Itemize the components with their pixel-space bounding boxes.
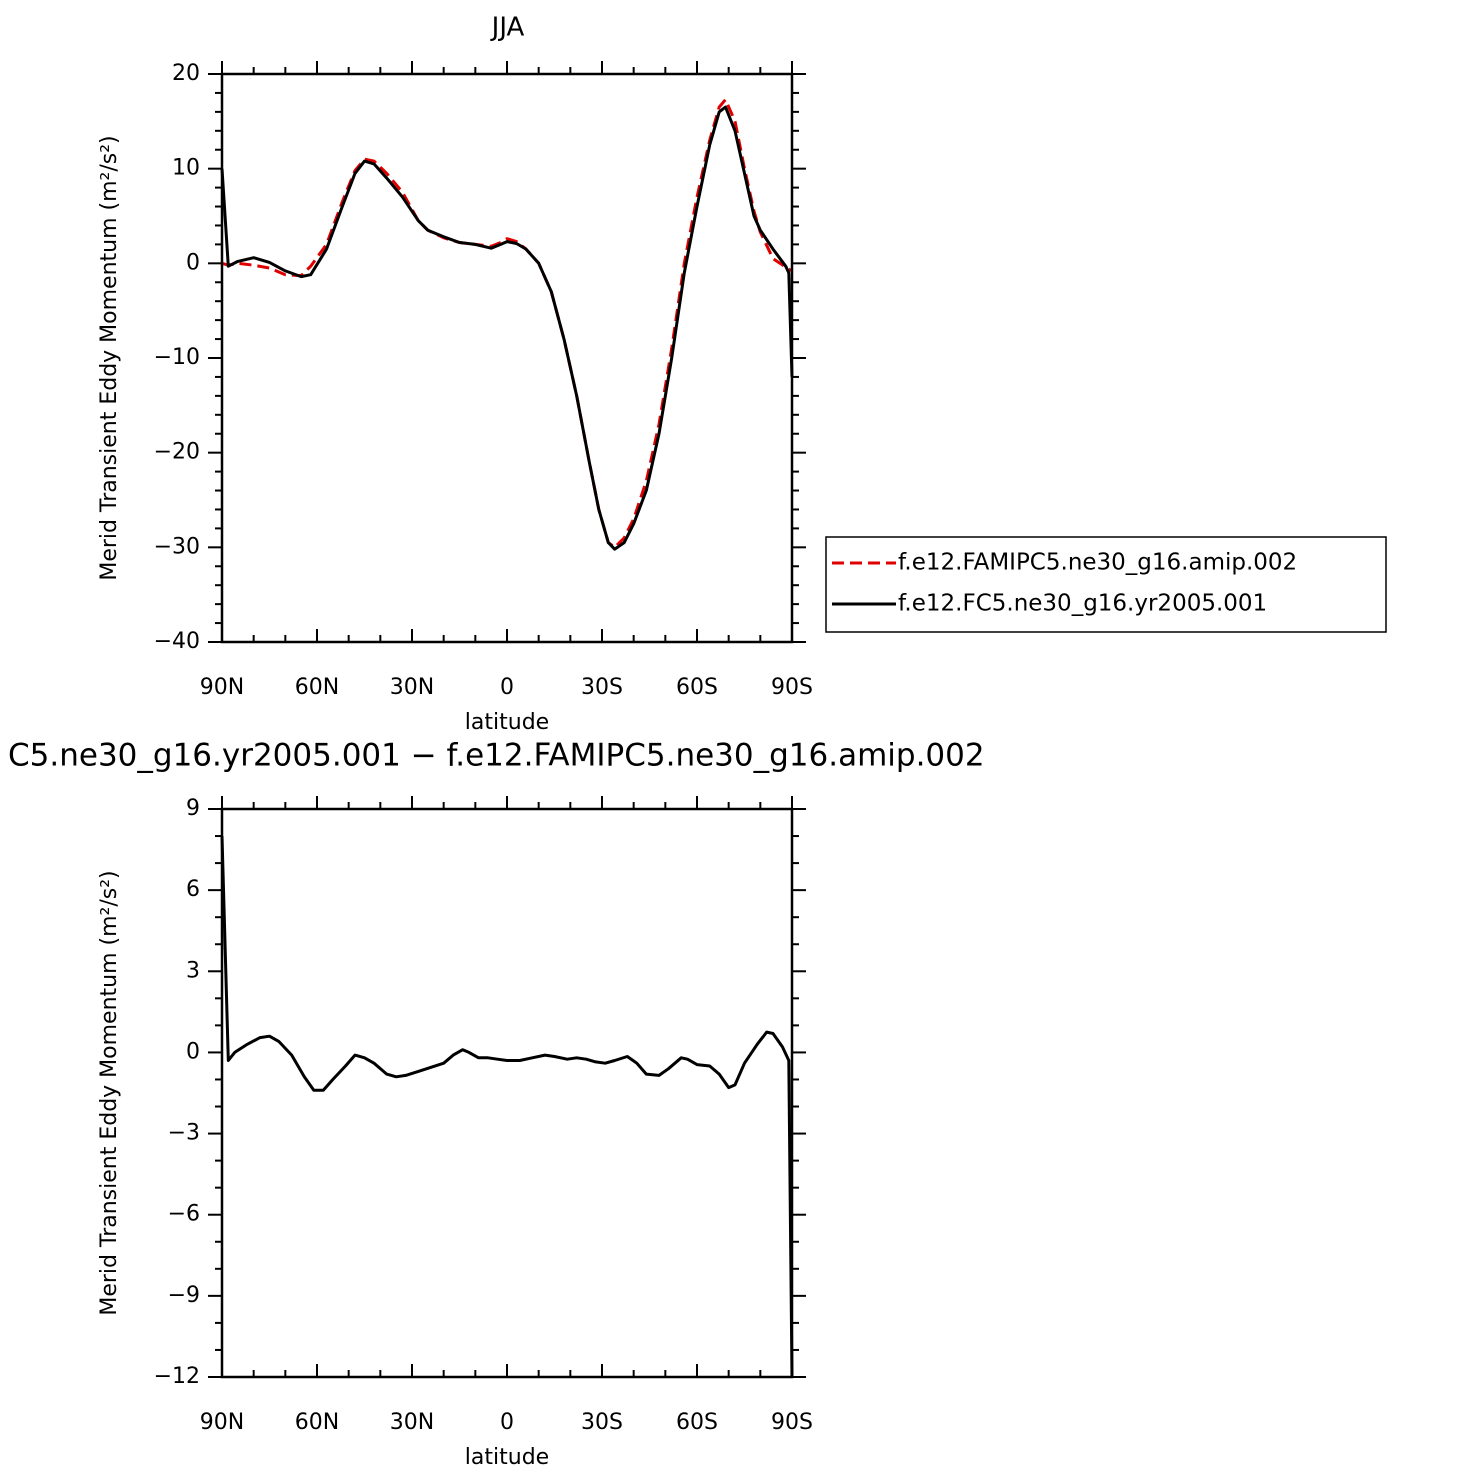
legend-box [825,536,1387,633]
x-tick-label: 0 [500,1410,514,1435]
y-tick-label: 9 [186,796,200,821]
y-tick-label: 0 [186,1039,200,1064]
series-line [220,835,794,1378]
y-tick-label: −12 [154,1364,200,1389]
legend-label: f.e12.FAMIPC5.ne30_g16.amip.002 [898,550,1297,576]
y-tick-label: 10 [172,156,200,181]
x-tick-label: 60S [676,1410,718,1435]
x-tick-label: 60S [676,675,718,700]
x-tick-label: 30N [390,1410,434,1435]
x-tick-label: 60N [295,675,339,700]
y-tick-label: −20 [154,440,200,465]
x-tick-label: 30S [581,675,623,700]
y-axis-label: Merid Transient Eddy Momentum (m²/s²) [97,870,122,1315]
x-tick-label: 30S [581,1410,623,1435]
plot-frame [220,72,794,644]
y-tick-label: −3 [168,1121,200,1146]
y-tick-label: −9 [168,1283,200,1308]
x-tick-label: 90N [200,675,244,700]
y-tick-label: −6 [168,1202,200,1227]
y-tick-label: −30 [154,534,200,559]
y-tick-label: 3 [186,958,200,983]
x-axis-label: latitude [465,710,549,735]
y-tick-label: 6 [186,877,200,902]
x-tick-label: 90S [771,675,813,700]
y-tick-label: 0 [186,250,200,275]
x-tick-label: 30N [390,675,434,700]
x-tick-label: 90S [771,1410,813,1435]
chart-title: JJA [490,13,525,43]
x-tick-label: 60N [295,1410,339,1435]
x-axis-label: latitude [465,1445,549,1470]
y-tick-label: 20 [172,61,200,86]
y-tick-label: −40 [154,629,200,654]
y-axis-label: Merid Transient Eddy Momentum (m²/s²) [97,135,122,580]
legend-label: f.e12.FC5.ne30_g16.yr2005.001 [898,591,1267,617]
x-tick-label: 90N [200,1410,244,1435]
y-tick-label: −10 [154,345,200,370]
chart-title: C5.ne30_g16.yr2005.001 − f.e12.FAMIPC5.n… [8,738,985,774]
x-tick-label: 0 [500,675,514,700]
plot-frame [220,807,794,1379]
series-line [220,105,794,551]
